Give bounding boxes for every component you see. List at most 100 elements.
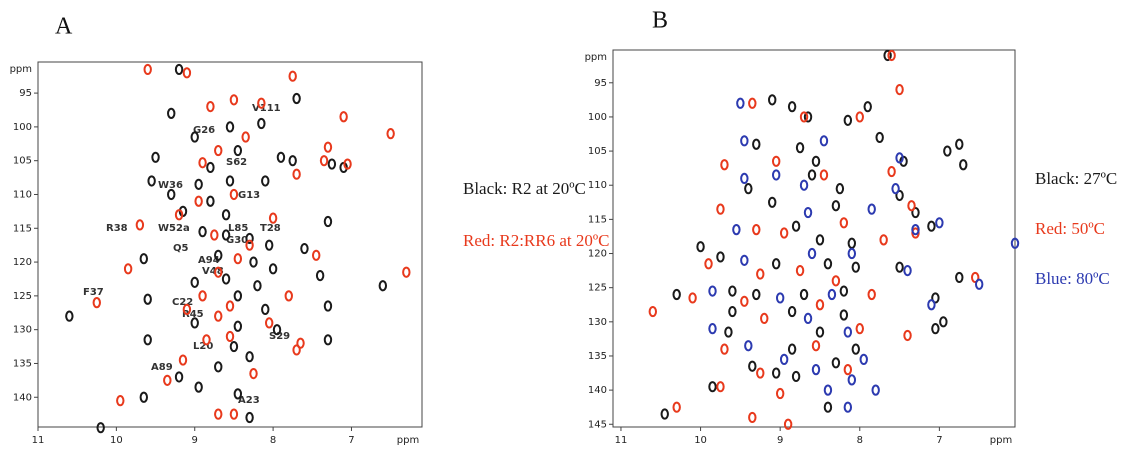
peak	[855, 323, 864, 335]
peak	[974, 278, 984, 290]
peak	[116, 395, 125, 407]
peak	[284, 290, 293, 302]
peak	[292, 168, 301, 180]
peak	[883, 49, 892, 62]
y-tick-label: 120	[13, 257, 32, 268]
peak	[752, 288, 761, 301]
peak	[744, 340, 753, 352]
peak-annotation: C22	[172, 297, 193, 308]
peak	[708, 323, 717, 335]
peak	[178, 354, 188, 366]
peak	[402, 266, 411, 278]
peak	[851, 261, 860, 273]
peak	[752, 138, 761, 150]
peak	[740, 135, 749, 147]
peak	[819, 135, 829, 147]
peak	[955, 271, 964, 284]
x-tick-label: 11	[32, 435, 45, 446]
peak	[174, 371, 184, 383]
peak	[843, 114, 853, 126]
peak	[257, 97, 266, 109]
peak	[887, 49, 896, 62]
peak	[257, 117, 266, 130]
peak	[245, 239, 254, 251]
peak	[863, 101, 872, 113]
peak	[198, 157, 207, 169]
peak	[261, 303, 270, 315]
peak	[233, 144, 243, 157]
peak	[791, 220, 801, 232]
x-tick-label: 11	[615, 435, 628, 446]
peak	[867, 203, 876, 215]
peak	[163, 374, 172, 386]
peak	[96, 422, 105, 434]
peak-annotation: L20	[193, 341, 213, 352]
peak	[292, 344, 301, 356]
peak	[190, 131, 199, 143]
peak	[903, 264, 912, 277]
peak	[312, 249, 321, 261]
y-tick-label: 95	[19, 88, 32, 99]
y-tick-label: 140	[13, 392, 32, 403]
peak	[927, 220, 936, 232]
peak	[831, 275, 841, 287]
peak	[823, 384, 833, 396]
peak-annotation: G26	[193, 125, 215, 136]
peak	[724, 326, 733, 338]
peak-annotation: L85	[228, 223, 248, 234]
peak	[823, 258, 833, 270]
peak	[895, 152, 904, 164]
peak	[803, 111, 813, 123]
peak	[660, 408, 669, 420]
y-tick-label: 115	[588, 214, 607, 225]
peak	[847, 374, 857, 386]
peak	[214, 249, 223, 261]
peak	[871, 384, 880, 396]
peak-annotation: A23	[238, 395, 260, 406]
peak	[911, 206, 920, 219]
peak	[245, 351, 254, 363]
peak	[92, 297, 101, 309]
peak	[276, 151, 286, 163]
peak	[688, 292, 697, 304]
peak	[775, 292, 785, 304]
peak	[875, 131, 884, 144]
peak	[927, 299, 936, 311]
peak	[931, 323, 940, 335]
peak	[225, 300, 235, 312]
peak	[728, 305, 737, 318]
peak	[748, 411, 757, 424]
peak	[807, 247, 817, 260]
peak-annotation: A94	[198, 255, 220, 266]
peak	[803, 312, 813, 325]
peak	[249, 256, 258, 268]
plot-frame	[612, 49, 1016, 428]
peak-annotation: W36	[158, 180, 183, 191]
peak	[819, 169, 829, 181]
y-tick-label: 145	[588, 419, 607, 430]
y-axis-label: ppm	[10, 64, 32, 75]
peak	[225, 330, 235, 343]
peak	[891, 183, 900, 195]
peak	[795, 264, 805, 277]
peak	[831, 200, 841, 212]
peak	[843, 326, 853, 338]
peak	[851, 343, 860, 355]
peak	[182, 303, 192, 315]
y-tick-label: 135	[588, 351, 607, 362]
peak	[225, 121, 235, 133]
peak	[190, 276, 199, 288]
legend-entry: Blue: 80ºC	[1035, 269, 1110, 288]
peak	[288, 155, 297, 167]
peak	[970, 271, 980, 284]
peak	[214, 266, 223, 278]
peak	[214, 408, 223, 420]
peak	[206, 195, 215, 207]
peak	[795, 142, 805, 154]
peak	[672, 401, 681, 413]
peak	[771, 258, 781, 270]
peak	[728, 285, 737, 297]
peak	[895, 84, 904, 96]
peak	[221, 229, 231, 241]
